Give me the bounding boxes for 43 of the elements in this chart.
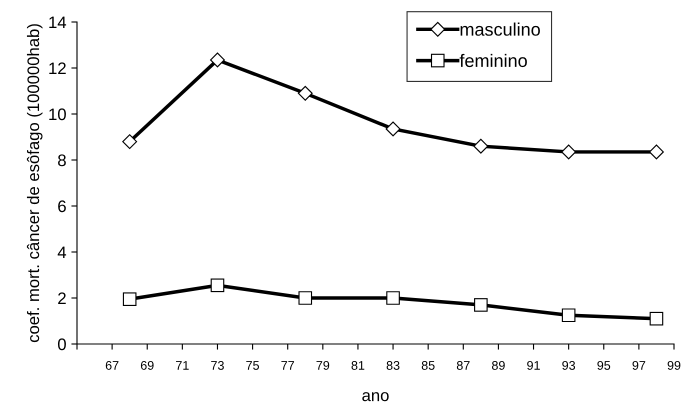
x-tick-label: 69 [140, 360, 154, 370]
x-tick-label: 67 [106, 360, 118, 370]
legend-label: feminino [460, 54, 527, 68]
x-axis-title: ano [362, 392, 389, 402]
y-axis-title: coef. mort. câncer de esôfago (100000hab) [26, 24, 42, 342]
point [649, 144, 664, 160]
point [298, 86, 313, 101]
y-tick-label: 2 [58, 292, 66, 304]
point [122, 134, 138, 150]
point [210, 278, 224, 292]
point [122, 292, 136, 306]
point [562, 308, 576, 322]
y-tick-label: 0 [58, 338, 66, 350]
point [386, 122, 400, 136]
x-tick-label: 81 [352, 360, 364, 370]
x-tick-label: 83 [386, 360, 400, 370]
point [474, 298, 488, 312]
y-tick-label: 10 [49, 108, 66, 120]
point [473, 138, 488, 154]
x-tick-label: 75 [246, 361, 260, 370]
x-tick-label: 85 [422, 360, 435, 370]
y-tick-label: 14 [49, 16, 66, 28]
y-tick-label: 4 [58, 246, 66, 258]
point [561, 144, 576, 160]
y-tick-label: 8 [58, 154, 66, 166]
point [210, 52, 225, 68]
x-tick-label: 89 [492, 360, 505, 370]
x-tick-label: 79 [316, 360, 330, 370]
x-tick-label: 91 [527, 360, 540, 370]
x-tick-label: 73 [211, 360, 224, 370]
x-tick-label: 93 [562, 360, 576, 370]
point [298, 291, 312, 305]
x-tick-label: 97 [632, 360, 646, 370]
x-tick-label: 71 [176, 361, 189, 370]
point [386, 291, 400, 305]
legend-label: masculino [460, 22, 540, 36]
x-tick-label: 99 [668, 360, 680, 370]
point [650, 312, 664, 326]
x-tick-label: 95 [597, 360, 610, 370]
x-tick-label: 77 [281, 361, 294, 370]
y-tick-label: 12 [49, 62, 66, 74]
y-tick-label: 6 [58, 200, 66, 212]
x-tick-label: 87 [456, 360, 470, 370]
